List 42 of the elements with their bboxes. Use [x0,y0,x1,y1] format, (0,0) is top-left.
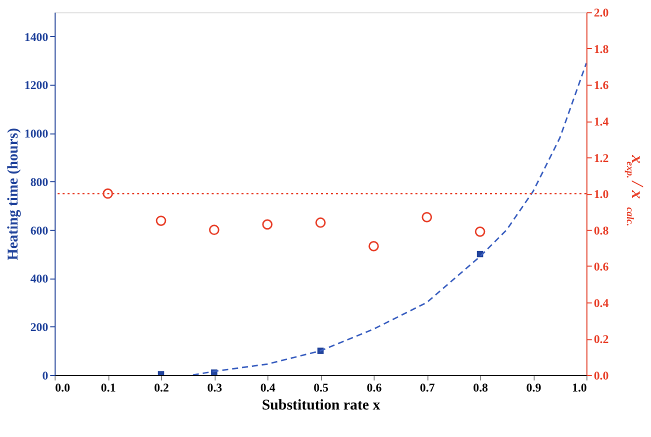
point [368,241,379,252]
x-tick-label: 0.6 [366,380,382,394]
x-tick-label: 0.7 [420,380,435,394]
y-tick-label: 600 [30,223,48,238]
x-tick-label: 0.2 [154,380,169,394]
x-tick-label: 0.9 [526,380,542,394]
y-tick-label: 200 [30,320,48,334]
x-tick-label: 0.4 [260,380,276,394]
y2-tick-label: 1.0 [594,187,609,202]
y2-tick-label: 2.0 [594,6,609,20]
x-tick-label: 0.8 [473,380,488,394]
y2-axis-title: xexp. / xcalc. [624,154,648,226]
y-axis-title: Heating time (hours) [5,128,22,260]
point [422,212,432,222]
x-axis-title: Substitution rate x [262,397,381,414]
x-tick-label: 0.3 [207,380,222,394]
y2-tick-label: 1.6 [594,78,609,92]
point [315,217,326,228]
y2-tick-label: 0.2 [594,332,609,346]
line-series [192,62,586,375]
y-tick-label: 400 [30,272,48,286]
point [262,219,273,230]
x-tick-label: 1.0 [572,380,587,394]
point [156,216,166,226]
y2-tick-label: 1.8 [594,42,609,56]
point [102,188,114,199]
y2-tick-label: 0.4 [594,296,609,310]
y2-tick-label: 0.8 [594,223,609,238]
point [208,224,220,236]
y-tick-label: 1000 [24,126,48,141]
y-tick-label: 1200 [24,78,48,92]
y2-tick-label: 1.4 [594,114,609,129]
x-tick-label: 0.5 [314,380,329,394]
y2-tick-label: 1.2 [594,150,609,165]
y-tick-label: 1400 [24,30,48,44]
x-tick-label: 0.1 [100,380,116,394]
point [474,226,486,237]
y2-tick-label: 0.0 [594,368,609,382]
y-tick-label: 0 [42,368,48,382]
x-tick-label: 0.0 [55,380,70,394]
y-tick-label: 800 [30,174,48,189]
y2-tick-label: 0.6 [594,260,609,274]
